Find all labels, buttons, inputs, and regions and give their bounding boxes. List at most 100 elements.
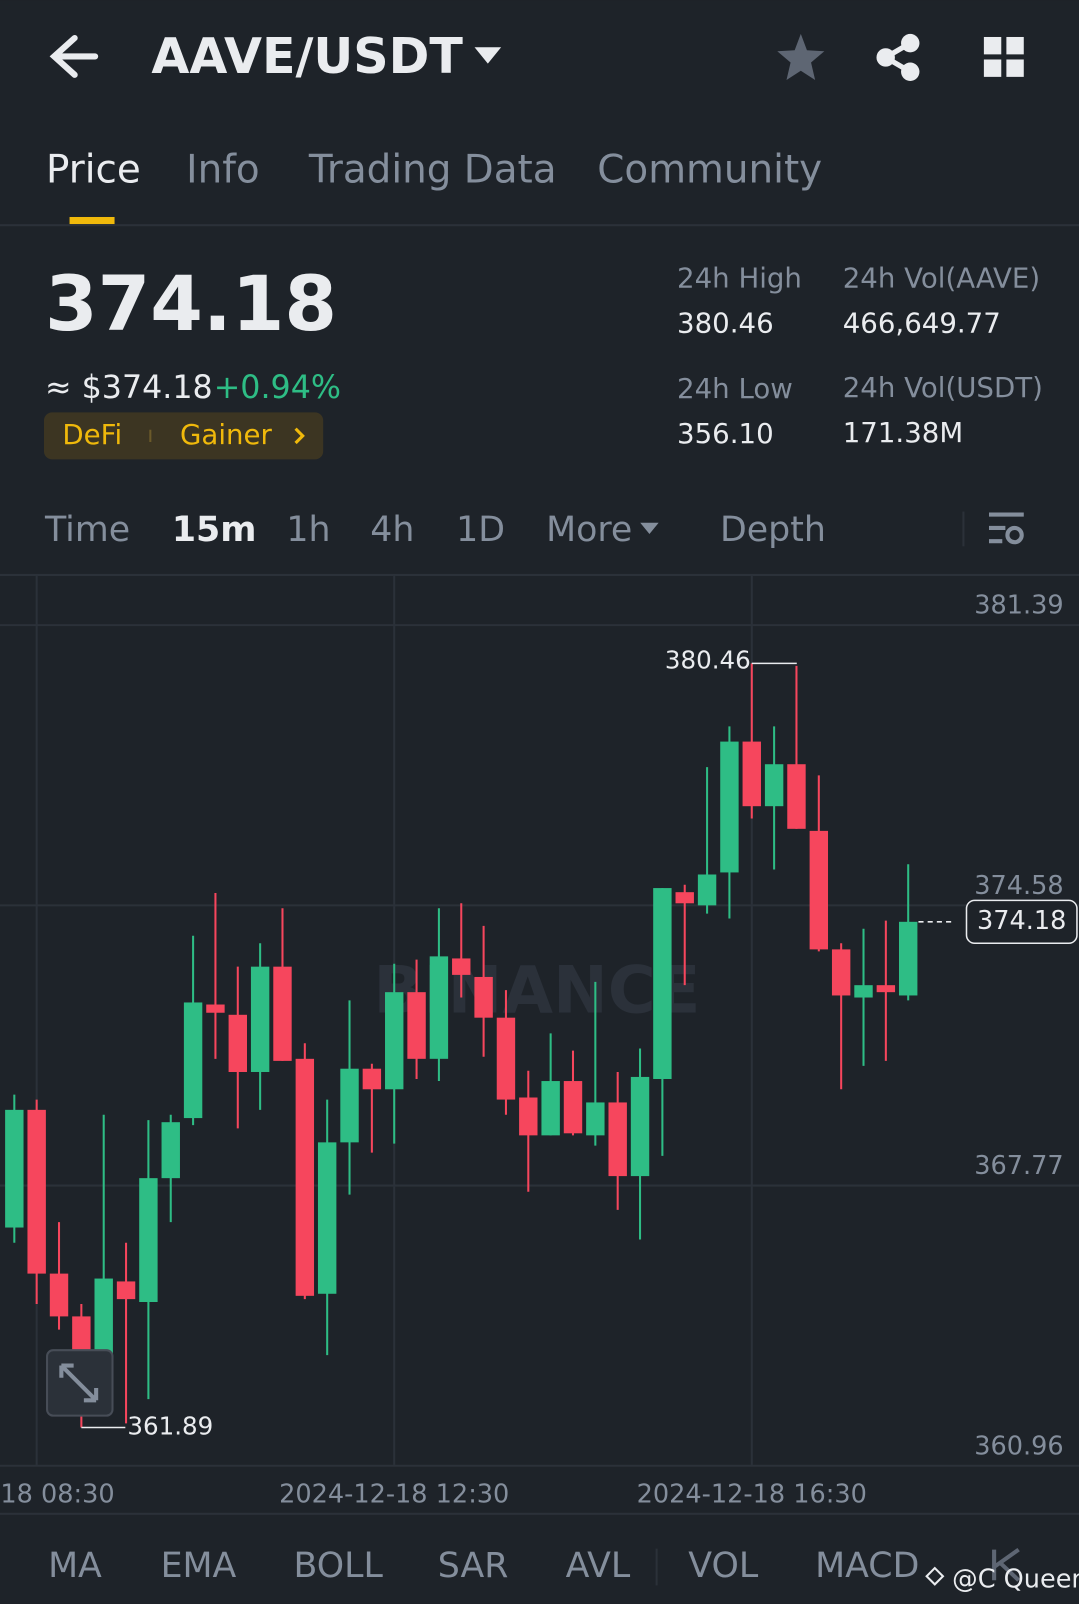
x-tick-label: 2024-12-18 16:30 [637,1479,867,1509]
menu-icon[interactable] [983,36,1024,77]
interval-tab[interactable]: 1D [456,510,505,550]
chart-watermark: BINANCE [373,952,700,1028]
high-label: 380.46 [665,645,751,674]
candle-body [697,874,717,906]
interval-tab[interactable]: Depth [720,510,826,550]
stat-label: 24h High [677,261,802,294]
collapse-icon[interactable] [992,1547,1021,1582]
interval-tab[interactable]: 1h [286,510,330,550]
x-tick-label: 2024-12-18 12:30 [279,1479,509,1509]
tab-indicator [69,216,115,225]
candle-body [362,1068,382,1090]
binance-logo [925,1566,945,1586]
candle-body [407,992,426,1059]
stat-value: 171.38M [843,416,963,449]
tag[interactable]: Gainer [180,418,272,451]
back-button[interactable] [49,34,99,78]
x-tick-label: 12-18 08:30 [0,1479,115,1509]
candle-body [27,1109,46,1274]
fullscreen-icon [59,1363,99,1403]
candle-body [653,888,672,1079]
candle-body [742,741,761,807]
candle-body [675,892,694,904]
usd-price: ≈ $374.18 [45,370,213,406]
candle-body [809,830,829,950]
candle-body [630,1076,650,1177]
interval-tab[interactable]: Time [44,510,130,550]
y-tick-label: 367.77 [974,1151,1063,1181]
stat-label: 24h Vol(USDT) [843,371,1043,404]
indicator-tab[interactable]: MA [48,1546,102,1586]
candle-body [5,1109,24,1228]
more-dropdown[interactable] [640,522,659,535]
candle-body [273,966,292,1061]
candle-body [295,1058,315,1296]
indicator-tab[interactable]: EMA [161,1546,237,1586]
candle-body [496,1017,516,1100]
candle-body [898,921,918,996]
candle-body [183,1002,203,1119]
candle-body [94,1278,113,1361]
indicator-tab[interactable]: BOLL [294,1546,384,1586]
candle-body [49,1273,69,1317]
candle-body [831,949,851,996]
interval-tab[interactable]: 15m [172,510,257,550]
tab[interactable]: Trading Data [308,147,557,192]
pair-title[interactable]: AAVE/USDT [151,27,463,85]
candle-body [854,985,873,998]
candle-body [385,992,404,1090]
candle-body [228,1014,247,1072]
stat-value: 356.10 [677,417,774,450]
candle-body [250,966,270,1072]
candle-body [764,764,784,807]
tag-arrow [294,427,305,445]
candle-body [720,741,739,873]
stat-value: 466,649.77 [843,306,1001,339]
candle-body [139,1178,158,1303]
candle-body [876,985,896,993]
candle-body [161,1122,180,1179]
indicator-tab[interactable]: MACD [815,1546,919,1586]
tag[interactable]: DeFi [62,418,122,451]
candle-body [116,1281,136,1300]
candle-body [608,1102,627,1177]
tab[interactable]: Info [186,147,260,192]
candle-body [206,1004,225,1013]
indicator-tab[interactable]: AVL [566,1546,631,1586]
candle-body [519,1097,538,1136]
last-price: 374.18 [45,260,337,348]
tab[interactable]: Community [597,147,822,192]
candle-body [474,976,493,1018]
y-tick-label: 381.39 [974,591,1063,621]
candle-body [340,1068,359,1143]
last-price-box [965,899,1078,945]
stat-label: 24h Vol(AAVE) [843,261,1040,294]
candle-body [586,1102,605,1136]
low-label: 361.89 [127,1411,213,1440]
y-tick-label: 374.58 [974,871,1063,901]
watermark: @C Queen [952,1564,1079,1594]
last-price-label: 374.18 [977,906,1066,936]
share-icon[interactable] [876,33,920,81]
tag-box[interactable] [43,412,324,460]
indicator-tab[interactable]: SAR [438,1546,509,1586]
stat-value: 380.46 [677,306,774,339]
candle-body [541,1081,560,1136]
stat-label: 24h Low [677,372,793,405]
pair-dropdown[interactable] [474,47,502,64]
candle-body [563,1081,583,1134]
interval-tab[interactable]: More [546,510,632,550]
candle-body [317,1142,337,1294]
candle-body [787,764,806,829]
chart-settings-icon[interactable] [988,512,1024,545]
candle-body [429,956,449,1059]
candle-body [452,958,471,975]
indicator-tab[interactable]: VOL [688,1546,759,1586]
y-tick-label: 360.96 [974,1431,1063,1461]
favorite-icon[interactable] [777,33,825,80]
tab[interactable]: Price [46,147,141,192]
interval-tab[interactable]: 4h [370,510,414,550]
price-change: +0.94% [214,370,341,406]
